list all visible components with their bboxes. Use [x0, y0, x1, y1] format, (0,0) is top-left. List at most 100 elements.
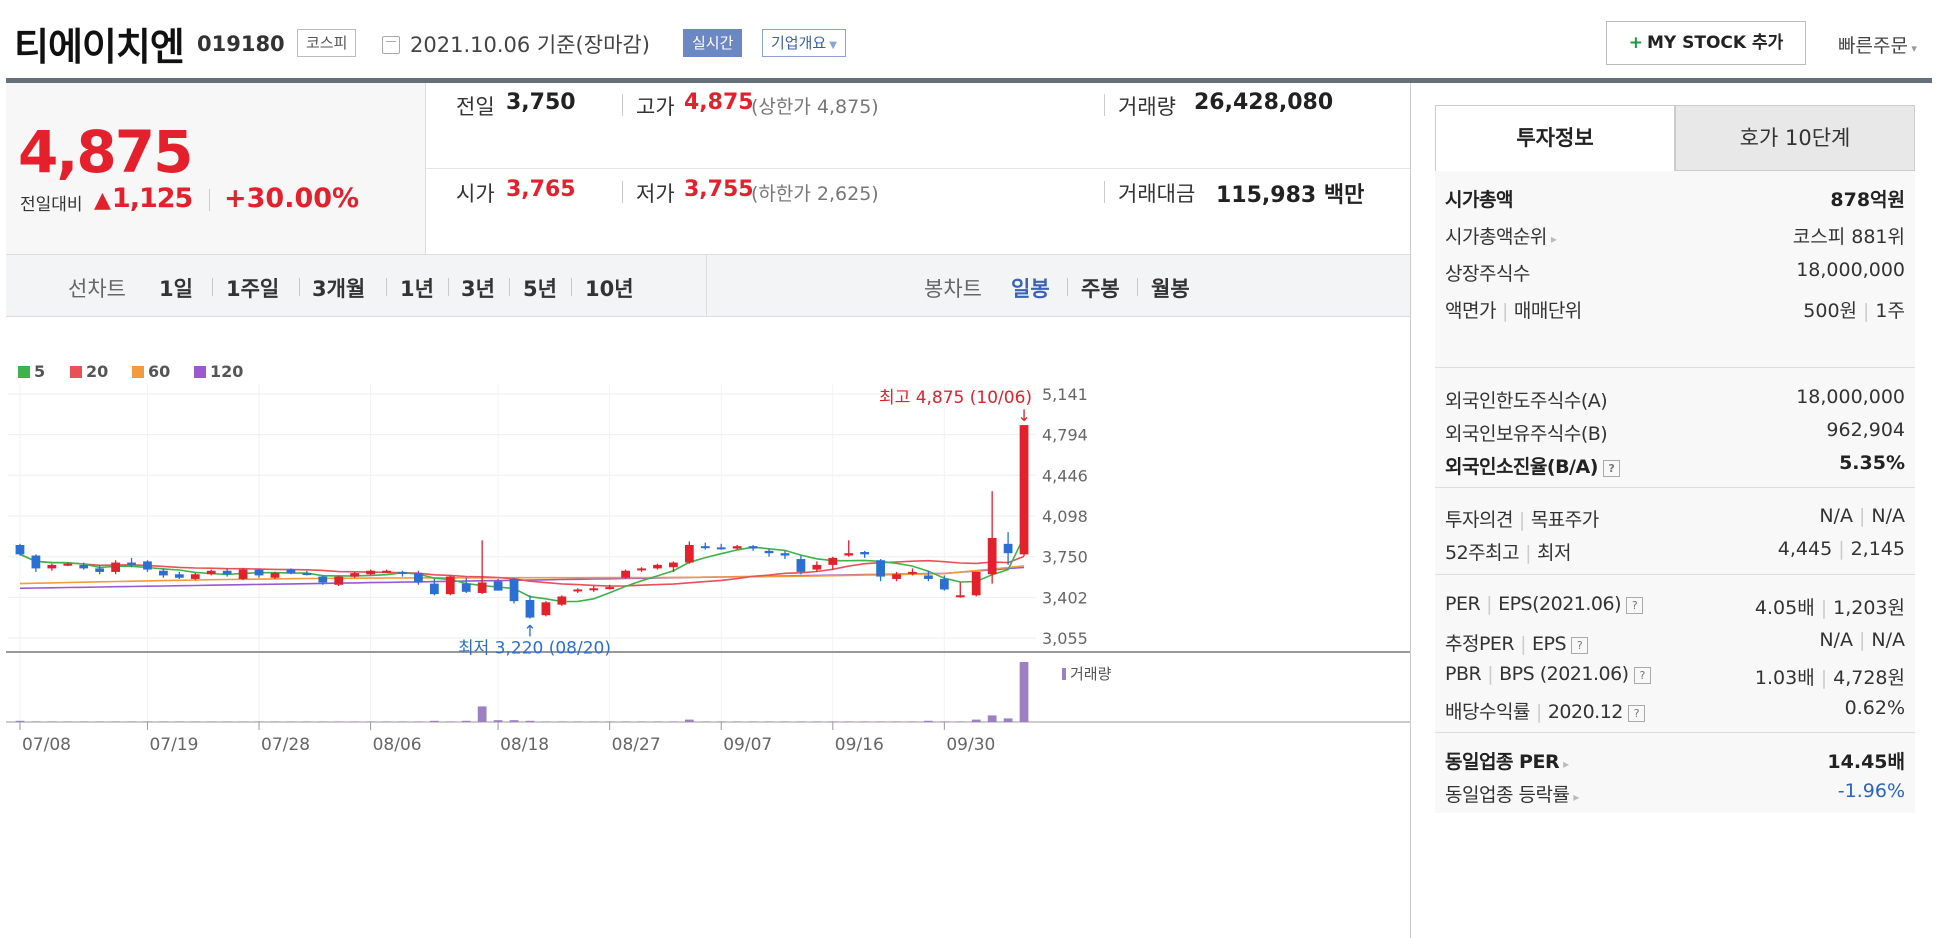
y-tick-label: 4,098	[1042, 507, 1088, 526]
volume-legend-label: 거래량	[1070, 665, 1112, 683]
period-3m[interactable]: 3개월	[312, 277, 366, 301]
divider	[386, 278, 387, 296]
divider: |	[1820, 667, 1828, 689]
candle-body	[573, 589, 583, 592]
sector-per-link[interactable]: 동일업종 PER ▸	[1445, 747, 1569, 774]
candle-body	[892, 574, 901, 579]
candle-body	[159, 570, 168, 576]
quick-order-dropdown[interactable]: 빠른주문	[1838, 31, 1917, 58]
help-icon[interactable]: ?	[1602, 460, 1620, 477]
high-value: 4,875	[684, 90, 754, 115]
candlestick-chart[interactable]: 5,141 4,794 4,446 4,098 3,750 3,402 3,055 07/08…	[0, 380, 1410, 938]
add-mystock-button[interactable]: + MY STOCK 추가	[1606, 21, 1806, 65]
candle-body	[732, 546, 742, 549]
volume-bar	[366, 721, 375, 722]
volume-bar	[159, 721, 168, 722]
volume-bar	[987, 715, 997, 722]
candle-body	[143, 561, 152, 570]
market-cap-rank-label: 시가총액순위	[1445, 226, 1547, 248]
volume-bar	[302, 721, 312, 722]
dividend-text: 배당수익률	[1445, 701, 1530, 723]
opinion-label: 투자의견 | 목표주가	[1445, 505, 1599, 532]
candle-daily[interactable]: 일봉	[1011, 277, 1050, 301]
low-value: 3,755	[684, 177, 754, 202]
high-arrow: ↓	[1017, 406, 1030, 425]
candle-body	[1019, 425, 1029, 555]
divider: |	[1535, 701, 1542, 723]
candle-monthly[interactable]: 월봉	[1151, 277, 1190, 301]
market-cap-rank-link[interactable]: 시가총액순위 ▸	[1445, 222, 1557, 249]
target-price-text: 목표주가	[1530, 509, 1599, 531]
volume-bar	[557, 721, 567, 722]
volume-bar	[63, 721, 73, 722]
candle-weekly[interactable]: 주봉	[1081, 277, 1120, 301]
period-10y[interactable]: 10년	[585, 277, 634, 301]
tab-invest-info[interactable]: 투자정보	[1435, 105, 1675, 171]
divider: |	[1518, 509, 1525, 531]
help-icon[interactable]: ?	[1627, 705, 1645, 722]
period-1d[interactable]: 1일	[159, 277, 193, 301]
realtime-button[interactable]: 실시간	[683, 29, 743, 57]
period-1y[interactable]: 1년	[400, 277, 434, 301]
divider	[571, 278, 572, 296]
ma60-legend: 60	[132, 362, 170, 381]
candle-body	[31, 555, 41, 569]
volume-bar	[573, 721, 583, 722]
calendar-icon	[382, 36, 400, 54]
legend-label: 20	[86, 362, 109, 381]
header-divider	[6, 78, 1932, 83]
candle-body	[812, 564, 822, 570]
par-label: 액면가	[1445, 300, 1496, 322]
sector-change-value: -1.96%	[1837, 780, 1905, 802]
ma20-legend: 20	[70, 362, 108, 381]
diff-percent: +30.00%	[224, 183, 360, 214]
target-price-val: N/A	[1871, 505, 1905, 527]
divider	[1067, 278, 1068, 296]
candle-body	[477, 582, 487, 593]
divider	[1435, 367, 1915, 368]
volume-bar	[334, 721, 344, 722]
52w-low-text: 최저	[1537, 542, 1571, 564]
divider	[1435, 574, 1915, 575]
corp-info-dropdown[interactable]: 기업개요 ▼	[762, 29, 846, 57]
help-icon[interactable]: ?	[1626, 597, 1643, 614]
divider	[509, 278, 510, 296]
52w-high-text: 52주최고	[1445, 542, 1520, 564]
period-bar: 선차트 1일 1주일 3개월 1년 3년 5년 10년 봉차트 일봉 주봉 월봉	[6, 254, 1410, 317]
x-tick-label: 07/08	[22, 735, 71, 755]
candle-body	[190, 574, 200, 579]
divider	[426, 168, 1410, 169]
volume-bar	[621, 721, 630, 722]
volume-bar	[860, 721, 870, 722]
listed-shares-label: 상장주식수	[1445, 263, 1530, 285]
divider	[1104, 94, 1105, 116]
divider: |	[1863, 300, 1870, 322]
tab-hoga-10[interactable]: 호가 10단계	[1675, 105, 1915, 171]
period-5y[interactable]: 5년	[523, 277, 557, 301]
prev-close-value: 3,750	[506, 90, 576, 115]
lower-limit: (하한가 2,625)	[751, 183, 879, 205]
valuation-group: PER | EPS(2021.06)? 4.05배 | 1,203원 추정PER | EPS…	[1435, 575, 1915, 732]
help-icon[interactable]: ?	[1633, 667, 1651, 684]
volume-bar	[796, 721, 806, 722]
candle-body	[79, 564, 89, 569]
period-1w[interactable]: 1주일	[226, 277, 280, 301]
chevron-right-icon: ▸	[1550, 232, 1557, 246]
open-label: 시가	[456, 182, 495, 206]
help-icon[interactable]: ?	[1571, 637, 1589, 654]
candle-body	[1003, 543, 1013, 554]
chevron-down-icon: ▼	[829, 40, 837, 51]
candle-body	[780, 553, 790, 556]
volume-bar	[318, 721, 328, 722]
period-3y[interactable]: 3년	[461, 277, 495, 301]
volume-bar	[493, 720, 503, 722]
invest-info-table: 시가총액 878억원 시가총액순위 ▸ 코스피 881위 상장주식수 18,000…	[1435, 171, 1915, 784]
par-value-value: 500원 | 1주	[1803, 296, 1905, 323]
candle-body	[876, 560, 885, 577]
candle-body	[302, 573, 312, 576]
candle-body	[47, 564, 57, 569]
candle-body	[334, 576, 344, 585]
candle-body	[796, 559, 806, 572]
volume-bar	[924, 720, 933, 722]
sector-change-link[interactable]: 동일업종 등락률 ▸	[1445, 780, 1579, 807]
